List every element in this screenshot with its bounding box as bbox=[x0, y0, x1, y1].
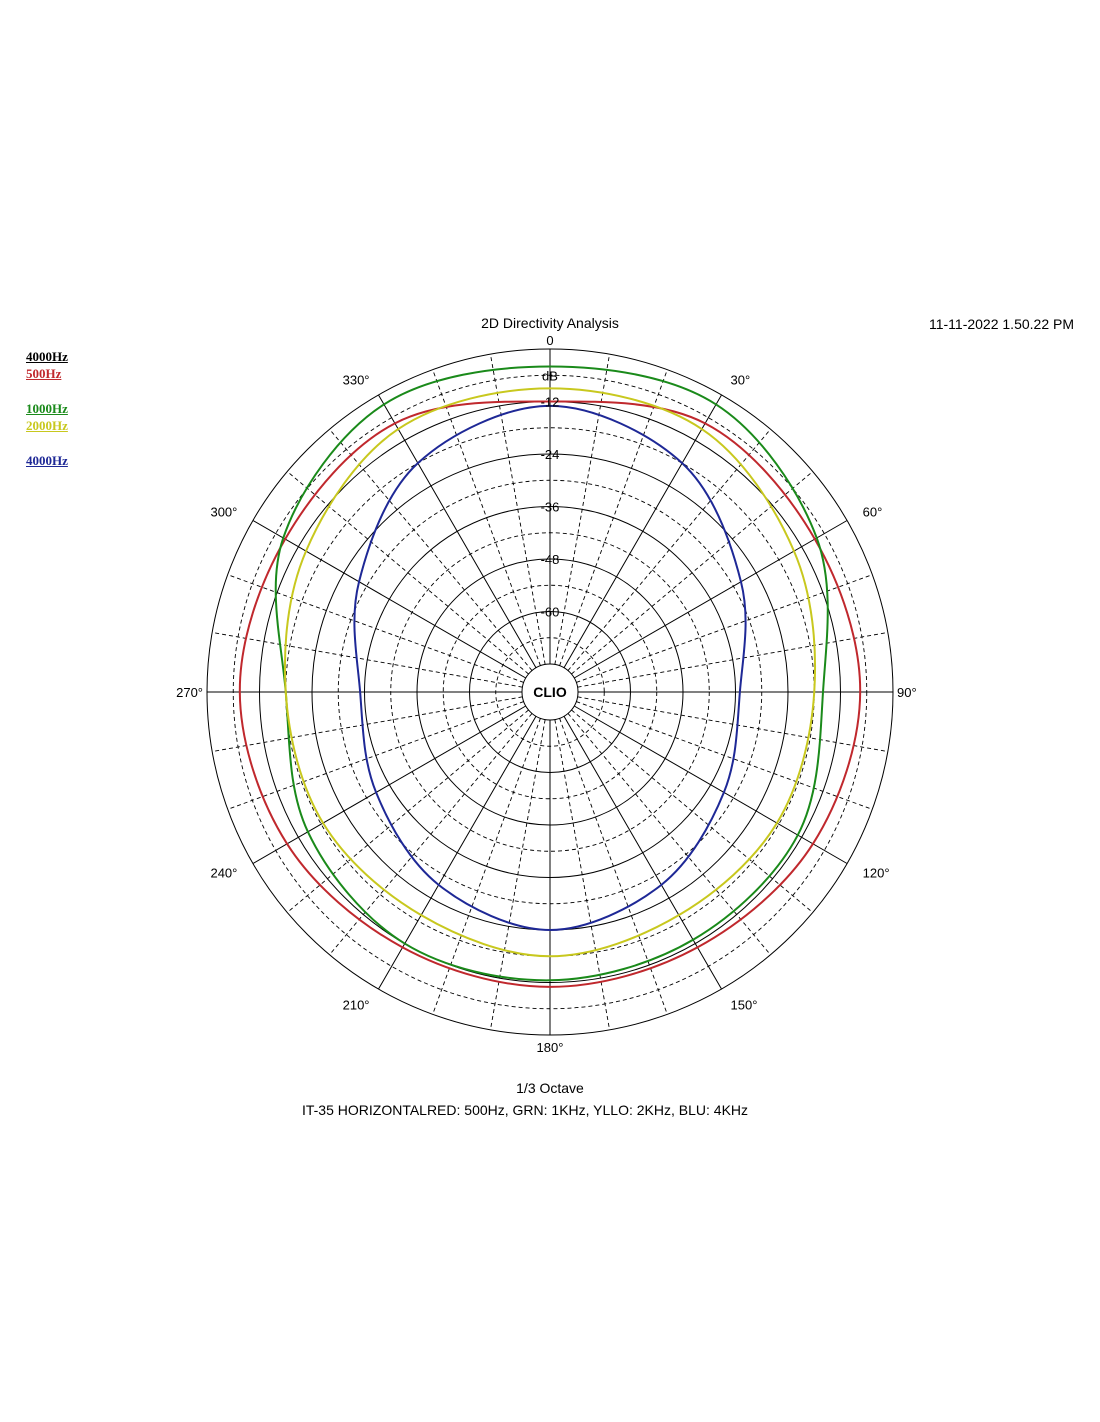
grid-spoke-dashed bbox=[577, 696, 888, 753]
unit-label: dB bbox=[542, 368, 558, 383]
grid-spoke-dashed bbox=[329, 428, 533, 671]
radial-tick-label: -36 bbox=[541, 500, 560, 515]
grid-spoke-solid bbox=[378, 394, 537, 669]
grid-spoke-dashed bbox=[227, 574, 524, 683]
radial-tick-label: -60 bbox=[541, 605, 560, 620]
angle-label: 330° bbox=[343, 372, 370, 387]
grid-spoke-dashed bbox=[559, 369, 668, 666]
grid-spoke-solid bbox=[563, 715, 722, 990]
footer-caption: IT-35 HORIZONTALRED: 500Hz, GRN: 1KHz, Y… bbox=[301, 1102, 749, 1118]
grid-spoke-dashed bbox=[576, 574, 873, 683]
footer: 1/3 Octave IT-35 HORIZONTALRED: 500Hz, G… bbox=[0, 1080, 1100, 1118]
grid-spoke-dashed bbox=[212, 696, 523, 753]
grid-spoke-dashed bbox=[567, 428, 771, 671]
radial-tick-label: -12 bbox=[541, 395, 560, 410]
grid-spoke-dashed bbox=[286, 471, 529, 675]
polar-grid bbox=[206, 348, 894, 1036]
angle-label: 210° bbox=[343, 998, 370, 1013]
angle-label: 270° bbox=[176, 685, 203, 700]
grid-spoke-dashed bbox=[432, 369, 541, 666]
angle-label: 120° bbox=[863, 866, 890, 881]
legend-item-1000hz: 1000Hz bbox=[26, 401, 68, 416]
angle-label: 30° bbox=[731, 372, 751, 387]
angle-label: 60° bbox=[863, 505, 883, 520]
grid-spoke-dashed bbox=[577, 631, 888, 688]
grid-spoke-solid bbox=[573, 520, 848, 679]
grid-spoke-dashed bbox=[329, 713, 533, 956]
grid-spoke-dashed bbox=[489, 354, 546, 665]
series-layer bbox=[238, 365, 862, 988]
grid-spoke-dashed bbox=[559, 718, 668, 1015]
chart-title: 2D Directivity Analysis bbox=[481, 315, 619, 331]
grid-spoke-solid bbox=[252, 520, 527, 679]
grid-spoke-dashed bbox=[571, 709, 814, 913]
series-line-500hz bbox=[238, 400, 862, 988]
subtitle: 1/3 Octave bbox=[516, 1080, 584, 1096]
angle-label: 0 bbox=[546, 333, 553, 348]
axis-labels: 0 30° 60° 90° 120° 150° 180° 210° 240° 270° 300° 33… bbox=[176, 333, 917, 1055]
grid-spoke-dashed bbox=[571, 471, 814, 675]
grid-spoke-dashed bbox=[489, 719, 546, 1030]
angle-label: 240° bbox=[210, 866, 237, 881]
center-hub bbox=[521, 663, 579, 721]
angle-label: 150° bbox=[731, 998, 758, 1013]
angle-label: 300° bbox=[210, 505, 237, 520]
timestamp: 11-11-2022 1.50.22 PM bbox=[928, 316, 1074, 332]
radial-tick-label: -24 bbox=[541, 447, 560, 462]
clio-logo: CLIO bbox=[533, 684, 567, 700]
grid-spoke-dashed bbox=[212, 631, 523, 688]
grid-spoke-dashed bbox=[576, 701, 873, 810]
grid-spoke-solid bbox=[563, 394, 722, 669]
grid-spoke-solid bbox=[573, 705, 848, 864]
grid-spoke-dashed bbox=[554, 719, 611, 1030]
grid-spoke-dashed bbox=[567, 713, 771, 956]
series-line-1000hz bbox=[274, 365, 829, 982]
series-line-2000hz bbox=[283, 387, 817, 958]
radial-tick-label: -48 bbox=[541, 552, 560, 567]
legend-item-2000hz: 2000Hz bbox=[26, 418, 68, 433]
grid-spoke-dashed bbox=[286, 709, 529, 913]
angle-label: 180° bbox=[537, 1040, 564, 1055]
legend-item-4000hz: 4000Hz bbox=[26, 453, 68, 468]
grid-spoke-solid bbox=[252, 705, 527, 864]
angle-label: 90° bbox=[897, 685, 917, 700]
grid-spoke-dashed bbox=[554, 354, 611, 665]
grid-spoke-dashed bbox=[227, 701, 524, 810]
legend-item-4000hz-black: 4000Hz bbox=[26, 349, 68, 364]
series-line-4000hz bbox=[353, 404, 747, 932]
legend-item-500hz: 500Hz bbox=[26, 366, 62, 381]
